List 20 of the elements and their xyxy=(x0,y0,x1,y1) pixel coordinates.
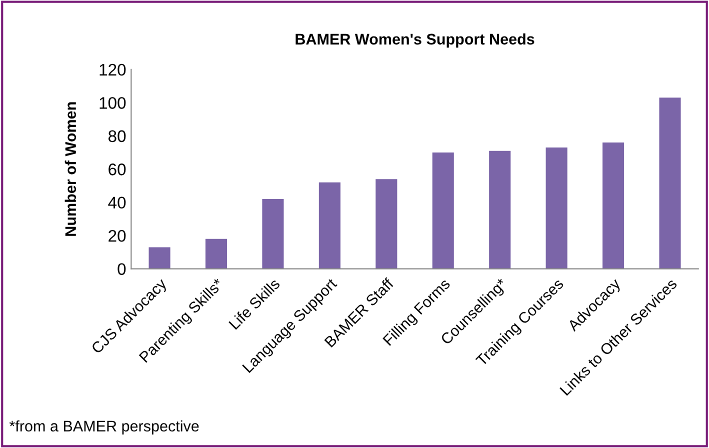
y-tick-label: 100 xyxy=(100,97,126,109)
bar xyxy=(376,179,398,269)
text: *from a BAMER perspective xyxy=(9,420,199,435)
bar xyxy=(659,98,681,269)
y-tick-label: 0 xyxy=(118,263,126,276)
bar xyxy=(262,199,284,269)
chart-title: BAMER Women's Support Needs xyxy=(296,33,534,48)
y-tick-label: 20 xyxy=(108,230,126,242)
y-tick-label: 80 xyxy=(108,130,126,142)
y-axis-title: Number of Women xyxy=(64,102,76,236)
bar xyxy=(205,238,228,269)
bar xyxy=(148,247,170,269)
bar xyxy=(546,148,568,269)
y-tick-label: 120 xyxy=(100,64,126,76)
bar xyxy=(318,182,340,269)
bar xyxy=(489,150,511,269)
bar xyxy=(432,152,454,269)
y-tick-label: 40 xyxy=(108,196,126,209)
bar xyxy=(602,142,624,269)
y-tick-label: 60 xyxy=(108,164,126,176)
